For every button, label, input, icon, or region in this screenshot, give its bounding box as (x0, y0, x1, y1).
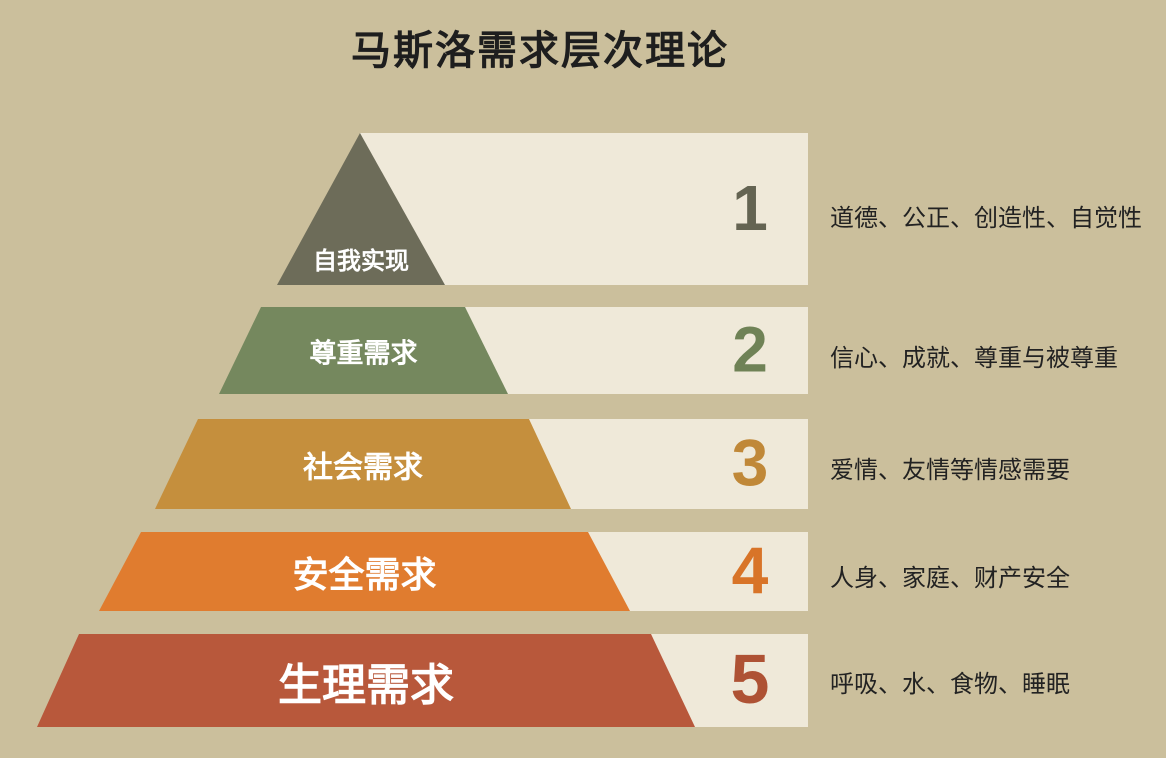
level-1-label: 自我实现 (313, 247, 409, 275)
pyramid-level-1: 自我实现 1 (277, 133, 808, 285)
pyramid-level-5: 生理需求 5 (37, 634, 808, 727)
level-5-description: 呼吸、水、食物、睡眠 (830, 670, 1070, 698)
level-1-band (360, 133, 808, 285)
level-2-number: 2 (732, 313, 768, 385)
level-4-label: 安全需求 (292, 554, 436, 596)
level-3-description: 爱情、友情等情感需要 (830, 456, 1070, 484)
level-2-description: 信心、成就、尊重与被尊重 (830, 344, 1118, 372)
pyramid-level-2: 尊重需求 2 (219, 307, 808, 394)
level-5-label: 生理需求 (278, 660, 454, 711)
level-1-tier (277, 133, 445, 285)
level-4-description: 人身、家庭、财产安全 (830, 564, 1070, 592)
level-5-number: 5 (731, 640, 770, 718)
level-3-number: 3 (732, 425, 769, 499)
level-2-label: 尊重需求 (310, 339, 418, 370)
level-1-number: 1 (732, 172, 768, 244)
level-3-label: 社会需求 (303, 451, 423, 486)
pyramid-level-3: 社会需求 3 (155, 419, 808, 509)
page-title: 马斯洛需求层次理论 (351, 28, 729, 74)
pyramid-level-4: 安全需求 4 (99, 532, 808, 611)
level-4-tier (99, 532, 630, 611)
level-4-number: 4 (732, 533, 769, 607)
level-5-tier (37, 634, 695, 727)
level-1-description: 道德、公正、创造性、自觉性 (830, 204, 1142, 232)
level-2-tier (219, 307, 508, 394)
level-3-tier (155, 419, 571, 509)
